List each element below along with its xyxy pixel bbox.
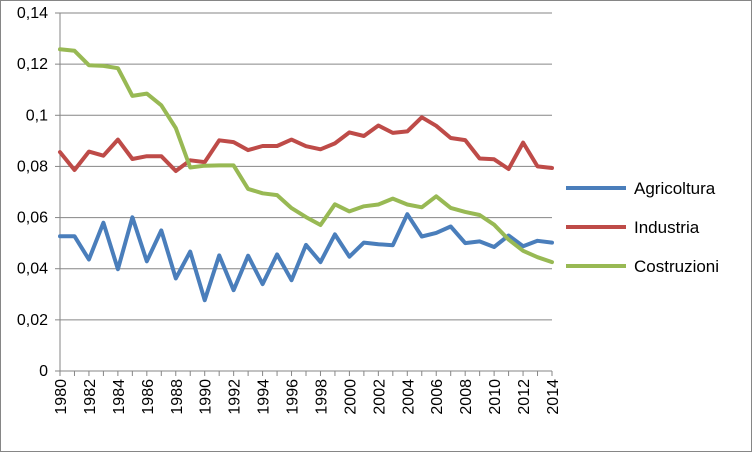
- y-tick-label: 0,14: [17, 5, 48, 22]
- axes: [55, 12, 553, 376]
- series-line-industria: [58, 115, 554, 173]
- y-axis-ticks: 0 0,02 0,04 0,06 0,08 0,1 0,12 0,14: [17, 5, 48, 380]
- legend-label-industria: Industria: [634, 218, 700, 237]
- x-tick-label: 1994: [256, 379, 273, 415]
- y-tick-label: 0,08: [17, 158, 48, 175]
- x-tick-label: 2002: [371, 379, 388, 415]
- x-tick-label: 1988: [169, 379, 186, 415]
- y-tick-label: 0,04: [17, 261, 48, 278]
- legend-label-agricoltura: Agricoltura: [634, 179, 716, 198]
- x-tick-label: 2014: [545, 379, 562, 415]
- x-tick-label: 1998: [313, 379, 330, 415]
- series-line-costruzioni: [58, 47, 554, 265]
- x-tick-label: 1982: [82, 379, 99, 415]
- x-tick-label: 2004: [400, 379, 417, 415]
- y-tick-label: 0,1: [26, 107, 48, 124]
- gridlines: [60, 12, 552, 321]
- y-tick-label: 0,06: [17, 210, 48, 227]
- y-tick-label: 0: [39, 363, 48, 380]
- x-tick-label: 1980: [53, 379, 70, 415]
- x-tick-label: 1996: [285, 379, 302, 415]
- x-axis-ticks: 1980 1982 1984 1986 1988 1990 1992 1994 1996 1998…: [53, 379, 562, 415]
- x-tick-label: 1990: [198, 379, 215, 415]
- series-lines: [58, 47, 554, 303]
- x-tick-label: 2008: [458, 379, 475, 415]
- y-tick-label: 0,02: [17, 312, 48, 329]
- x-tick-label: 2010: [487, 379, 504, 415]
- x-tick-label: 2000: [342, 379, 359, 415]
- y-tick-label: 0,12: [17, 56, 48, 73]
- x-tick-label: 1986: [140, 379, 157, 415]
- x-tick-label: 2012: [516, 379, 533, 415]
- x-tick-label: 1992: [227, 379, 244, 415]
- series-line-agricoltura: [58, 212, 554, 303]
- legend: Agricoltura Industria Costruzioni: [566, 179, 719, 276]
- x-tick-label: 1984: [111, 379, 128, 415]
- x-tick-label: 2006: [429, 379, 446, 415]
- legend-label-costruzioni: Costruzioni: [634, 257, 719, 276]
